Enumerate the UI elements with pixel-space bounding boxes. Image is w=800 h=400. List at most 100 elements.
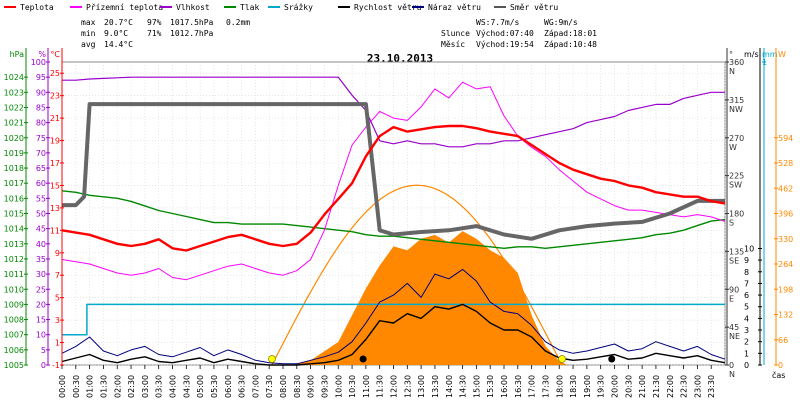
axis-tick-label-solar: 462 — [778, 184, 793, 193]
axis-tick-label-rain: 1 — [762, 58, 767, 67]
axis-tick-label-humidity: 20 — [36, 300, 46, 309]
axis-tick-label-humidity: 35 — [36, 255, 46, 264]
axis-tick-label-temperature: 3 — [55, 316, 60, 325]
axis-tick-label-direction: 180 — [729, 210, 744, 219]
axis-tick-label-humidity: 80 — [36, 119, 46, 128]
x-tick-label: 21:00 — [638, 375, 647, 398]
axis-tick-label-temperature: 13 — [50, 204, 60, 213]
x-tick-label: 09:00 — [307, 375, 316, 398]
x-tick-label: 11:00 — [362, 375, 371, 398]
series-n-raz-v-tru — [61, 268, 726, 365]
x-tick-label: 13:30 — [431, 375, 440, 398]
solar-theoretical-arc — [271, 184, 563, 366]
axis-tick-label-temperature: 23 — [50, 92, 60, 101]
axis-tick-label-temperature: 15 — [50, 181, 60, 190]
axis-tick-label-wind: 7 — [744, 279, 749, 288]
axis-dir-label: N — [729, 67, 735, 76]
axis-tick-label-pressure: 1005 — [4, 361, 24, 370]
axis-tick-label-solar: 264 — [778, 260, 793, 269]
x-tick-label: 06:30 — [238, 375, 247, 398]
legend-label-1: Přízemní teplota — [86, 3, 163, 12]
legend-label-0: Teplota — [20, 3, 54, 12]
x-tick-label: 23:00 — [693, 375, 702, 398]
axis-tick-label-humidity: 50 — [36, 210, 46, 219]
x-tick-label: 22:30 — [680, 375, 689, 398]
axis-tick-label-direction: 270 — [729, 134, 744, 143]
axis-tick-label-humidity: 45 — [36, 225, 46, 234]
axis-tick-label-direction: 225 — [729, 172, 744, 181]
axis-tick-label-humidity: 5 — [41, 346, 46, 355]
axes: hPa1005100610071008100910101011101210131… — [4, 48, 793, 379]
stat-avg-label: avg — [81, 40, 96, 49]
series-solar — [291, 231, 568, 365]
axis-tick-label-temperature: 7 — [55, 271, 60, 280]
x-tick-label: 20:00 — [611, 375, 620, 398]
x-tick-label: 22:00 — [666, 375, 675, 398]
axis-tick-label-temperature: 1 — [55, 339, 60, 348]
axis-tick-label-solar: 0 — [778, 361, 783, 370]
legend-label-2: Vlhkost — [176, 3, 210, 12]
x-axis-label: čas — [772, 370, 785, 380]
x-tick-label: 01:00 — [86, 375, 95, 398]
axis-dir-label: NE — [729, 332, 740, 341]
x-tick-label: 23:30 — [707, 375, 716, 398]
x-tick-label: 19:00 — [583, 375, 592, 398]
x-tick-label: 05:30 — [210, 375, 219, 398]
x-tick-label: 21:30 — [652, 375, 661, 398]
x-tick-label: 15:00 — [472, 375, 481, 398]
x-tick-label: 10:30 — [348, 375, 357, 398]
axis-title-solar: W — [778, 50, 786, 59]
x-tick-label: 17:00 — [528, 375, 537, 398]
stat-min-hum: 71% — [147, 29, 162, 38]
event-markers — [268, 355, 616, 363]
series-lines — [61, 76, 726, 366]
axis-tick-label-humidity: 55 — [36, 194, 46, 203]
axis-tick-label-humidity: 65 — [36, 164, 46, 173]
moon-event-marker-0 — [359, 355, 367, 363]
stat-max-temp: 20.7°C — [104, 18, 133, 27]
series-p-zemn-teplota — [61, 81, 726, 281]
axis-tick-label-pressure: 1019 — [4, 149, 24, 158]
axis-tick-label-direction: 0 — [729, 361, 734, 370]
x-tick-label: 09:30 — [320, 375, 329, 398]
axis-tick-label-temperature: 9 — [55, 249, 60, 258]
axis-tick-label-temperature: 19 — [50, 137, 60, 146]
x-tick-label: 14:00 — [445, 375, 454, 398]
axis-tick-label-wind: 3 — [744, 326, 749, 335]
axis-tick-label-pressure: 1007 — [4, 331, 24, 340]
axis-title-temperature: °C — [50, 50, 60, 59]
x-tick-label: 08:30 — [293, 375, 302, 398]
x-tick-label: 18:00 — [555, 375, 564, 398]
axis-tick-label-pressure: 1012 — [4, 255, 24, 264]
x-tick-label: 20:30 — [624, 375, 633, 398]
wind-wg: WG:9m/s — [544, 18, 578, 27]
axis-tick-label-pressure: 1014 — [4, 225, 24, 234]
axis-tick-label-direction: 360 — [729, 58, 744, 67]
axis-tick-label-pressure: 1009 — [4, 300, 24, 309]
axis-tick-label-direction: 135 — [729, 247, 744, 256]
axis-dir-label: W — [729, 143, 737, 152]
axis-tick-label-temperature: -1 — [52, 361, 60, 370]
axis-tick-label-solar: 66 — [778, 336, 788, 345]
axis-tick-label-humidity: 0 — [41, 361, 46, 370]
stat-avg-temp: 14.4°C — [104, 40, 133, 49]
x-tick-label: 14:30 — [459, 375, 468, 398]
sun-rise: Východ:07:40 — [476, 29, 534, 38]
x-tick-label: 11:30 — [376, 375, 385, 398]
axis-title-pressure: hPa — [10, 50, 25, 59]
x-tick-label: 02:30 — [127, 375, 136, 398]
axis-tick-label-solar: 132 — [778, 311, 793, 320]
x-tick-label: 16:30 — [514, 375, 523, 398]
x-tick-label: 04:00 — [169, 375, 178, 398]
x-tick-label: 12:00 — [390, 375, 399, 398]
axis-tick-label-wind: 1 — [744, 349, 749, 358]
stat-max-label: max — [81, 18, 96, 27]
axis-tick-label-wind: 10 — [744, 244, 754, 253]
axis-dir-label: SE — [729, 256, 739, 265]
stat-max-rain: 0.2mm — [226, 18, 250, 27]
series-sr-ky — [62, 303, 725, 336]
x-tick-label: 07:00 — [251, 375, 260, 398]
astro-block: WS:7.7m/s WG:9m/s Slunce Východ:07:40 Zá… — [441, 18, 597, 49]
axis-tick-label-humidity: 100 — [31, 58, 46, 67]
legend-label-7: Směr větru — [510, 3, 558, 12]
